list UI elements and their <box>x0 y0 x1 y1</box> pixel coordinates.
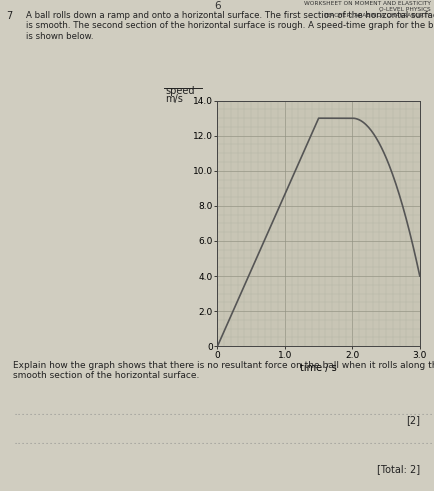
Text: WORKSHEET ON MOMENT AND ELASTICITY
O-LEVEL PHYSICS
TEACHER: ARABINDA CHAKRABORTY: WORKSHEET ON MOMENT AND ELASTICITY O-LEV… <box>303 1 430 18</box>
Text: m/s: m/s <box>165 94 183 104</box>
Text: A ball rolls down a ramp and onto a horizontal surface. The first section of the: A ball rolls down a ramp and onto a hori… <box>26 11 434 41</box>
Text: [2]: [2] <box>405 415 419 425</box>
Text: 6: 6 <box>214 1 220 11</box>
Text: ................................................................................: ........................................… <box>13 439 434 445</box>
X-axis label: time / s: time / s <box>299 363 336 373</box>
Text: 7: 7 <box>7 11 13 21</box>
Text: ................................................................................: ........................................… <box>13 410 434 416</box>
Text: [Total: 2]: [Total: 2] <box>376 464 419 474</box>
Text: Explain how the graph shows that there is no resultant force on the ball when it: Explain how the graph shows that there i… <box>13 361 434 381</box>
Text: speed: speed <box>165 86 194 96</box>
